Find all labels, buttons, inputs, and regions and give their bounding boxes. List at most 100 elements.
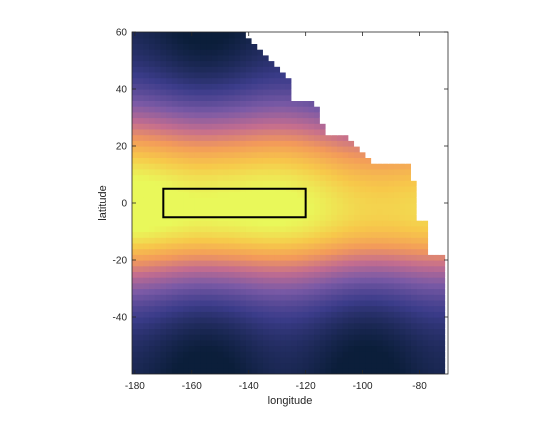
- heatmap-cell: [291, 345, 298, 352]
- heatmap-cell: [228, 49, 236, 56]
- heatmap-cell: [188, 134, 196, 141]
- heatmap-cell: [314, 197, 321, 204]
- heatmap-cell: [376, 288, 384, 295]
- heatmap-cell: [433, 265, 441, 272]
- heatmap-cell: [143, 43, 150, 50]
- heatmap-cell: [149, 265, 156, 272]
- heatmap-cell: [240, 317, 247, 324]
- heatmap-cell: [217, 356, 224, 364]
- heatmap-cell: [166, 128, 173, 136]
- heatmap-cell: [251, 100, 258, 107]
- land-cell: [439, 197, 446, 204]
- heatmap-cell: [393, 277, 401, 284]
- heatmap-cell: [217, 83, 224, 90]
- land-cell: [445, 37, 448, 44]
- heatmap-cell: [342, 180, 349, 187]
- land-cell: [439, 66, 446, 73]
- heatmap-cell: [206, 328, 213, 335]
- heatmap-cell: [154, 299, 162, 307]
- heatmap-cell: [285, 328, 293, 335]
- heatmap-cell: [223, 299, 230, 307]
- heatmap-cell: [223, 305, 230, 312]
- heatmap-cell: [354, 163, 361, 170]
- heatmap-cell: [171, 146, 179, 153]
- heatmap-cell: [388, 174, 395, 181]
- heatmap-cell: [245, 282, 253, 290]
- heatmap-cell: [228, 32, 236, 39]
- heatmap-cell: [388, 299, 395, 307]
- heatmap-cell: [217, 117, 224, 124]
- heatmap-cell: [234, 94, 241, 101]
- heatmap-cell: [251, 197, 258, 204]
- heatmap-cell: [132, 242, 139, 250]
- heatmap-cell: [143, 140, 150, 147]
- heatmap-cell: [365, 368, 372, 374]
- heatmap-cell: [268, 77, 275, 84]
- heatmap-cell: [166, 117, 173, 124]
- heatmap-cell: [336, 248, 344, 255]
- heatmap-cell: [331, 260, 338, 267]
- land-cell: [445, 54, 448, 62]
- heatmap-cell: [160, 106, 167, 113]
- heatmap-cell: [234, 225, 241, 233]
- heatmap-cell: [314, 231, 321, 238]
- heatmap-cell: [245, 140, 253, 147]
- land-cell: [439, 237, 446, 244]
- heatmap-cell: [171, 351, 179, 358]
- heatmap-cell: [410, 299, 418, 307]
- heatmap-cell: [137, 305, 144, 312]
- heatmap-cell: [439, 356, 446, 364]
- heatmap-cell: [274, 191, 281, 198]
- heatmap-cell: [194, 288, 201, 295]
- land-cell: [410, 83, 418, 90]
- heatmap-cell: [171, 180, 179, 187]
- heatmap-cell: [302, 339, 310, 347]
- heatmap-cell: [365, 271, 372, 278]
- heatmap-cell: [149, 231, 156, 238]
- heatmap-cell: [336, 174, 344, 181]
- heatmap-cell: [388, 294, 395, 301]
- heatmap-cell: [160, 328, 167, 335]
- heatmap-cell: [285, 356, 293, 364]
- heatmap-cell: [433, 277, 441, 284]
- heatmap-cell: [365, 214, 372, 221]
- heatmap-cell: [194, 271, 201, 278]
- heatmap-cell: [314, 140, 321, 147]
- heatmap-cell: [188, 339, 196, 347]
- heatmap-cell: [217, 89, 224, 96]
- heatmap-cell: [257, 351, 264, 358]
- heatmap-cell: [393, 180, 401, 187]
- heatmap-cell: [166, 368, 173, 374]
- land-cell: [399, 49, 406, 56]
- heatmap-cell: [388, 163, 395, 170]
- heatmap-cell: [251, 277, 258, 284]
- heatmap-cell: [342, 368, 349, 374]
- heatmap-cell: [183, 111, 190, 119]
- heatmap-cell: [194, 43, 201, 50]
- land-cell: [439, 43, 446, 50]
- heatmap-cell: [154, 66, 162, 73]
- heatmap-cell: [285, 317, 293, 324]
- heatmap-cell: [268, 317, 275, 324]
- heatmap-cell: [405, 271, 412, 278]
- land-cell: [376, 32, 384, 39]
- heatmap-cell: [132, 140, 139, 147]
- heatmap-cell: [308, 174, 315, 181]
- heatmap-cell: [268, 197, 275, 204]
- heatmap-cell: [280, 174, 287, 181]
- heatmap-cell: [251, 208, 258, 215]
- heatmap-cell: [325, 334, 332, 341]
- land-cell: [399, 94, 406, 101]
- land-cell: [314, 49, 321, 56]
- heatmap-cell: [211, 66, 218, 73]
- heatmap-cell: [194, 54, 201, 62]
- heatmap-cell: [359, 288, 367, 295]
- heatmap-cell: [268, 140, 275, 147]
- heatmap-cell: [183, 299, 190, 307]
- land-cell: [428, 89, 435, 96]
- heatmap-cell: [399, 237, 406, 244]
- land-cell: [371, 32, 378, 39]
- heatmap-cell: [291, 106, 298, 113]
- heatmap-cell: [354, 282, 361, 290]
